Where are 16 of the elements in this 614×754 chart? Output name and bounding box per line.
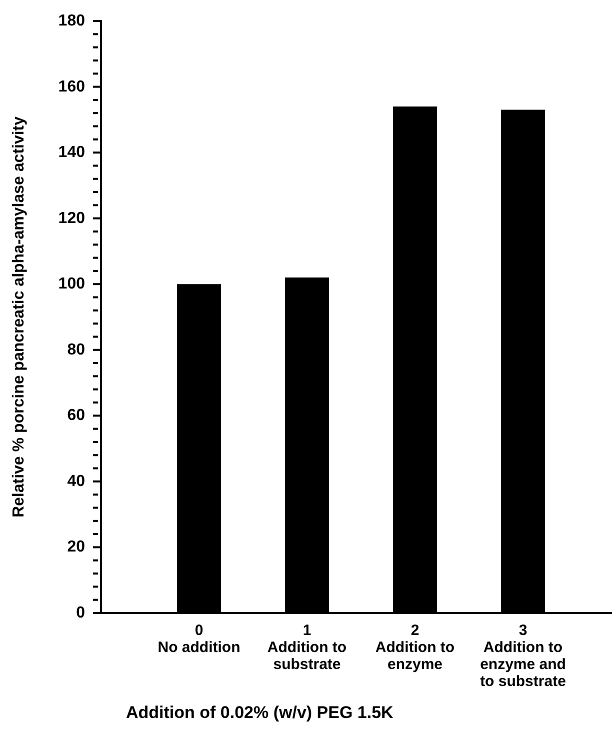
y-tick-label: 0 [76,604,86,622]
y-tick-label: 120 [58,210,86,227]
y-tick-label: 180 [58,12,86,30]
y-tick-label: 80 [67,341,86,358]
x-tick-label: 1 Addition to substrate [267,622,347,673]
x-tick-label: 3 Addition to enzyme and to substrate [480,622,566,690]
x-tick-label: 2 Addition to enzyme [375,622,455,673]
y-tick-label: 160 [58,78,86,96]
x-axis-title: Addition of 0.02% (w/v) PEG 1.5K [126,703,394,723]
y-tick-label: 140 [58,144,86,162]
y-tick-label: 20 [67,538,86,556]
y-axis-title: Relative % porcine pancreatic alpha-amylase activity [10,116,28,518]
x-tick-label: 0 No addition [158,622,240,656]
y-tick-label: 60 [67,407,86,424]
y-tick-label: 40 [67,472,86,490]
y-tick-label: 100 [58,276,86,293]
